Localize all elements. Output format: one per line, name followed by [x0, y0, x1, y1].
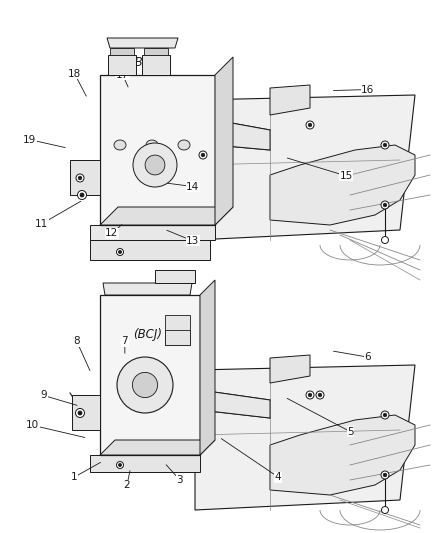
Circle shape [381, 411, 389, 419]
Polygon shape [165, 330, 190, 345]
Text: 17: 17 [116, 70, 129, 79]
Polygon shape [70, 160, 100, 195]
Text: 16: 16 [361, 85, 374, 94]
Circle shape [306, 121, 314, 129]
Circle shape [201, 153, 205, 157]
Circle shape [316, 391, 324, 399]
Ellipse shape [178, 140, 190, 150]
Text: 6: 6 [364, 352, 371, 362]
Text: 11: 11 [35, 219, 48, 229]
Circle shape [78, 411, 82, 415]
Circle shape [75, 408, 85, 417]
Circle shape [308, 393, 312, 397]
Circle shape [306, 391, 314, 399]
Circle shape [199, 151, 207, 159]
Polygon shape [270, 415, 415, 495]
Polygon shape [200, 280, 215, 455]
Circle shape [381, 237, 389, 244]
Text: 15: 15 [339, 171, 353, 181]
Text: 19: 19 [23, 135, 36, 144]
Polygon shape [107, 38, 178, 48]
Polygon shape [144, 48, 168, 55]
Polygon shape [90, 240, 210, 260]
Circle shape [132, 373, 158, 398]
Polygon shape [142, 55, 170, 75]
Circle shape [118, 463, 122, 466]
Text: 10: 10 [26, 421, 39, 430]
Circle shape [383, 473, 387, 477]
Circle shape [318, 393, 322, 397]
Circle shape [381, 506, 389, 513]
Circle shape [118, 251, 122, 254]
Circle shape [145, 155, 165, 175]
Circle shape [117, 462, 124, 469]
Circle shape [76, 174, 84, 182]
Circle shape [381, 201, 389, 209]
Polygon shape [165, 315, 190, 345]
Polygon shape [215, 57, 233, 225]
Circle shape [78, 176, 82, 180]
Circle shape [80, 193, 84, 197]
Text: 1: 1 [71, 472, 78, 482]
Text: 9: 9 [40, 391, 47, 400]
Polygon shape [100, 207, 233, 225]
Polygon shape [155, 270, 195, 283]
Polygon shape [195, 365, 415, 510]
Circle shape [381, 471, 389, 479]
Circle shape [383, 203, 387, 207]
Polygon shape [110, 48, 134, 55]
Polygon shape [270, 85, 310, 115]
Polygon shape [100, 75, 215, 225]
Circle shape [117, 357, 173, 413]
Text: 7: 7 [121, 336, 128, 346]
Text: 12: 12 [105, 229, 118, 238]
Circle shape [383, 143, 387, 147]
Text: 4: 4 [275, 472, 282, 482]
Text: 3: 3 [176, 475, 183, 484]
Circle shape [133, 143, 177, 187]
Polygon shape [103, 283, 192, 295]
Circle shape [381, 141, 389, 149]
Circle shape [383, 413, 387, 417]
Text: 14: 14 [186, 182, 199, 191]
Polygon shape [270, 355, 310, 383]
Circle shape [308, 123, 312, 127]
Ellipse shape [114, 140, 126, 150]
Polygon shape [215, 120, 270, 150]
Text: (BCJ): (BCJ) [134, 328, 162, 341]
Polygon shape [270, 145, 415, 225]
Text: 18: 18 [68, 69, 81, 78]
Text: 2: 2 [124, 480, 131, 490]
Circle shape [117, 248, 124, 255]
Polygon shape [72, 395, 100, 430]
Ellipse shape [146, 140, 158, 150]
Text: 5: 5 [347, 427, 354, 437]
Polygon shape [195, 95, 415, 240]
Polygon shape [90, 455, 200, 472]
Polygon shape [90, 225, 215, 240]
Polygon shape [108, 55, 136, 75]
Text: 8: 8 [73, 336, 80, 346]
Text: (BCK): (BCK) [131, 56, 164, 69]
Polygon shape [200, 390, 270, 418]
Text: 13: 13 [186, 236, 199, 246]
Polygon shape [100, 440, 215, 455]
Polygon shape [100, 295, 200, 455]
Circle shape [78, 190, 86, 199]
